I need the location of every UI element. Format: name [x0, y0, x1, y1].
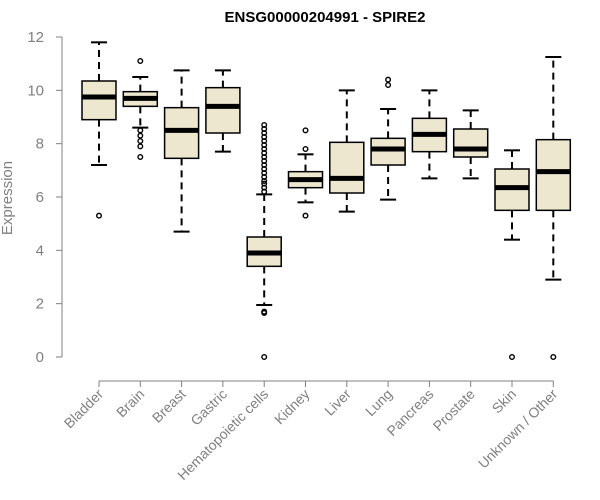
box-series: [81, 41, 572, 361]
x-tick-label: Skin: [489, 386, 520, 417]
outlier-point: [302, 145, 309, 152]
outlier-point: [137, 58, 144, 65]
x-tick-label: Kidney: [271, 386, 313, 428]
box-gastric: [205, 69, 241, 153]
box-brain: [122, 58, 159, 160]
box-kidney: [287, 127, 324, 219]
box-liver: [329, 89, 365, 213]
box-skin: [494, 149, 530, 361]
outlier-point: [137, 127, 144, 134]
x-tick-label: Bladder: [61, 386, 107, 432]
box-pancreas: [411, 89, 448, 180]
y-axis-label: Expression: [0, 161, 16, 235]
box-lung: [370, 76, 406, 201]
iqr-box: [163, 106, 200, 160]
y-tick-label: 4: [36, 242, 44, 259]
box-hematopoietic-cells: [246, 121, 282, 361]
iqr-box: [370, 137, 406, 166]
x-tick-label: Brain: [113, 386, 147, 420]
outlier-point: [302, 127, 309, 134]
outlier-point: [261, 180, 268, 187]
y-tick-label: 6: [36, 189, 44, 206]
iqr-box: [535, 138, 572, 212]
iqr-box: [205, 86, 241, 134]
outlier-point: [95, 212, 102, 219]
outlier-point: [261, 308, 268, 315]
box-bladder: [81, 41, 117, 219]
outlier-point: [509, 354, 516, 361]
chart-title: ENSG00000204991 - SPIRE2: [225, 9, 426, 26]
iqr-box: [81, 80, 117, 121]
iqr-box: [452, 128, 489, 158]
iqr-box: [329, 141, 365, 194]
y-tick-label: 2: [36, 296, 44, 313]
y-tick-label: 10: [27, 82, 44, 99]
box-breast: [163, 69, 200, 233]
outlier-point: [385, 81, 392, 88]
box-prostate: [452, 109, 489, 180]
outlier-point: [137, 132, 144, 139]
outlier-point: [385, 76, 392, 83]
x-tick-label: Breast: [149, 386, 189, 426]
x-tick-label: Lung: [362, 386, 395, 419]
outlier-point: [137, 137, 144, 144]
y-tick-label: 12: [27, 29, 44, 46]
outlier-point: [550, 354, 557, 361]
outlier-point: [261, 354, 268, 361]
y-tick-label: 0: [36, 349, 44, 366]
outlier-point: [302, 212, 309, 219]
box-unknown-other: [535, 56, 572, 361]
y-tick-label: 8: [36, 136, 44, 153]
y-axis: 0 2 4 6 8 10 12: [27, 29, 63, 366]
outlier-point: [261, 121, 268, 128]
x-tick-label: Prostate: [430, 386, 478, 434]
outlier-point: [137, 153, 144, 160]
outlier-point: [137, 143, 144, 150]
x-tick-label: Liver: [321, 386, 354, 419]
